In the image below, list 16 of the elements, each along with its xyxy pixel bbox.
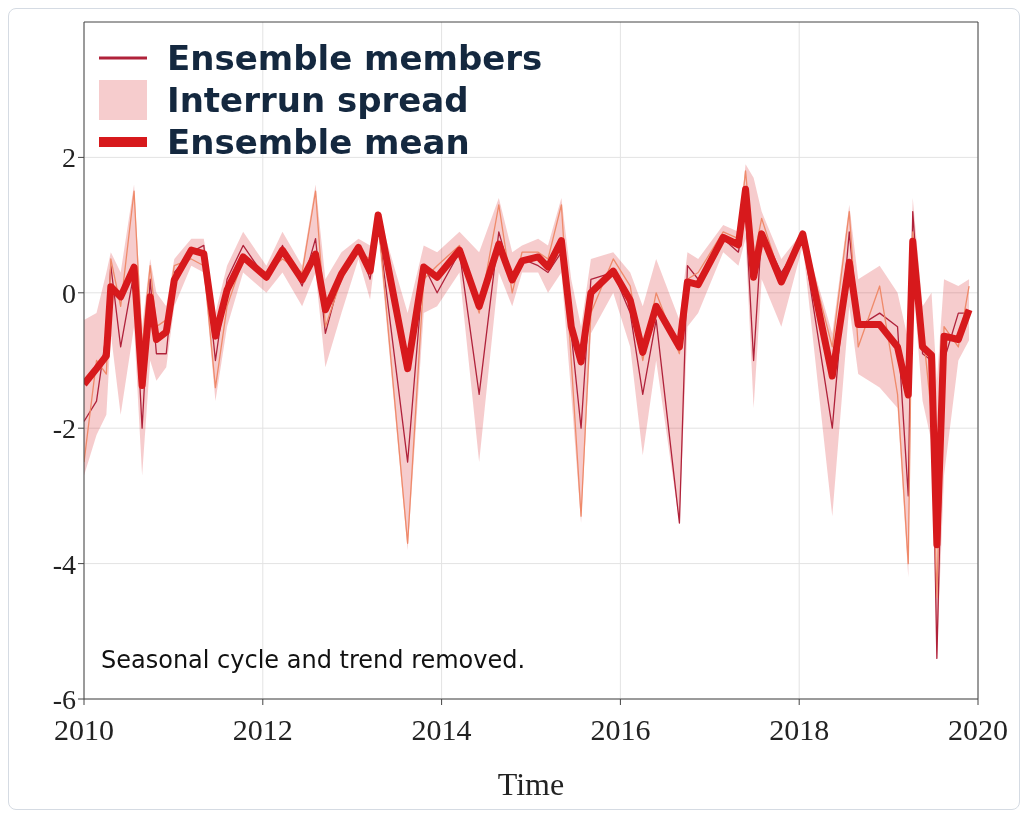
y-tick-label: -2 (52, 413, 76, 445)
y-tick-label: -6 (52, 683, 76, 715)
x-tick-label: 2018 (769, 713, 830, 747)
y-tick-label: 2 (62, 142, 76, 174)
y-tick-label: -4 (52, 548, 76, 580)
x-tick-label: 2012 (232, 713, 293, 747)
x-tick-label: 2020 (948, 713, 1008, 747)
x-tick-label: 2010 (54, 713, 114, 747)
y-tick-label: 0 (62, 277, 76, 309)
annotation: Interrun spread (167, 79, 469, 121)
annotation: Seasonal cycle and trend removed. (101, 646, 526, 674)
legend-label: Ensemble mean (167, 121, 470, 163)
x-axis-title: Time (497, 766, 565, 802)
x-tick-label: 2016 (590, 713, 651, 747)
x-tick-label: 2014 (411, 713, 472, 747)
legend-label: Ensemble members (167, 37, 543, 79)
